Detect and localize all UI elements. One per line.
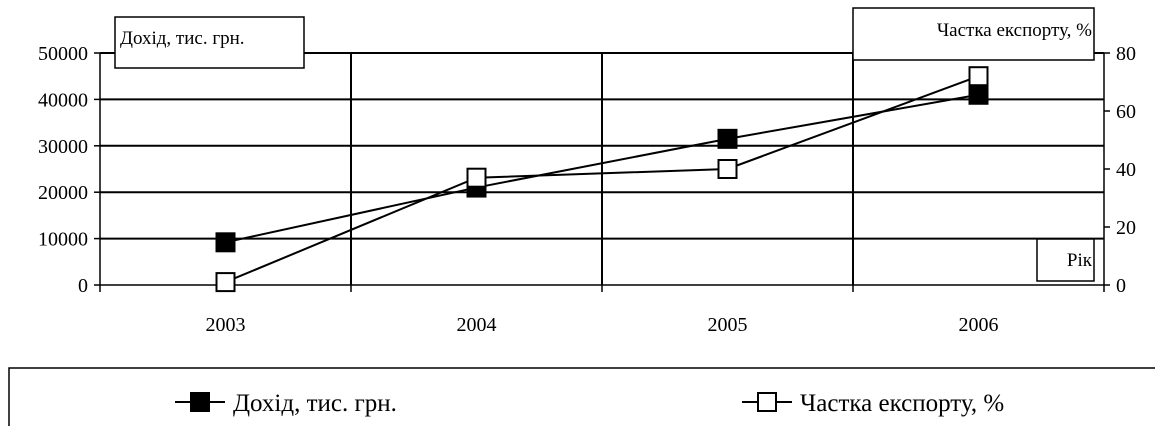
tick-labels: 0 10000 20000 30000 40000 50000 0 20 40 60 80 2003 2… bbox=[38, 43, 1136, 336]
x-axis-tick-label: 2005 bbox=[708, 314, 748, 336]
grid bbox=[100, 52, 1104, 285]
right-axis-tick-label: 60 bbox=[1116, 101, 1136, 123]
series-2-marker bbox=[717, 159, 738, 179]
legend-label-2: Частка експорту, % bbox=[800, 390, 1004, 417]
series-lines bbox=[225, 75, 979, 284]
left-axis-tick-label: 40000 bbox=[38, 89, 88, 111]
series-markers bbox=[215, 66, 989, 293]
series-line-1 bbox=[225, 93, 979, 244]
left-axis-title: Дохід, тис. грн. bbox=[120, 28, 245, 49]
right-axis-title: Частка експорту, % bbox=[937, 20, 1092, 41]
axes bbox=[94, 52, 1110, 292]
x-axis-tick-label: 2003 bbox=[206, 314, 246, 336]
series-2-marker bbox=[466, 167, 487, 188]
left-axis-tick-label: 30000 bbox=[38, 136, 88, 158]
right-axis-title-box: Частка експорту, % bbox=[852, 7, 1095, 61]
x-axis-title-box: Рік bbox=[1036, 238, 1095, 282]
legend-marker-2 bbox=[757, 392, 777, 412]
left-axis-tick-label: 10000 bbox=[38, 229, 88, 251]
x-axis-tick-label: 2006 bbox=[959, 314, 999, 336]
series-2-marker bbox=[215, 272, 236, 293]
x-axis-tick-label: 2004 bbox=[457, 314, 497, 336]
left-axis-tick-label: 20000 bbox=[38, 182, 88, 204]
right-axis-tick-label: 20 bbox=[1116, 217, 1136, 239]
right-axis-tick-label: 0 bbox=[1116, 275, 1126, 297]
series-2-marker bbox=[968, 66, 989, 87]
legend-label-1: Дохід, тис. грн. bbox=[233, 390, 397, 417]
right-axis-tick-label: 80 bbox=[1116, 43, 1136, 65]
left-axis-tick-label: 50000 bbox=[38, 43, 88, 65]
left-axis-title-box: Дохід, тис. грн. bbox=[114, 16, 305, 69]
series-1-marker bbox=[215, 232, 236, 253]
x-axis-title: Рік bbox=[1067, 250, 1093, 271]
series-line-2 bbox=[225, 75, 979, 284]
legend-marker-1 bbox=[190, 392, 210, 412]
series-1-marker bbox=[968, 84, 989, 105]
right-axis-tick-label: 40 bbox=[1116, 159, 1136, 181]
series-1-marker bbox=[717, 128, 738, 149]
left-axis-tick-label: 0 bbox=[78, 275, 88, 297]
legend: Дохід, тис. грн. Частка експорту, % bbox=[8, 367, 1155, 426]
